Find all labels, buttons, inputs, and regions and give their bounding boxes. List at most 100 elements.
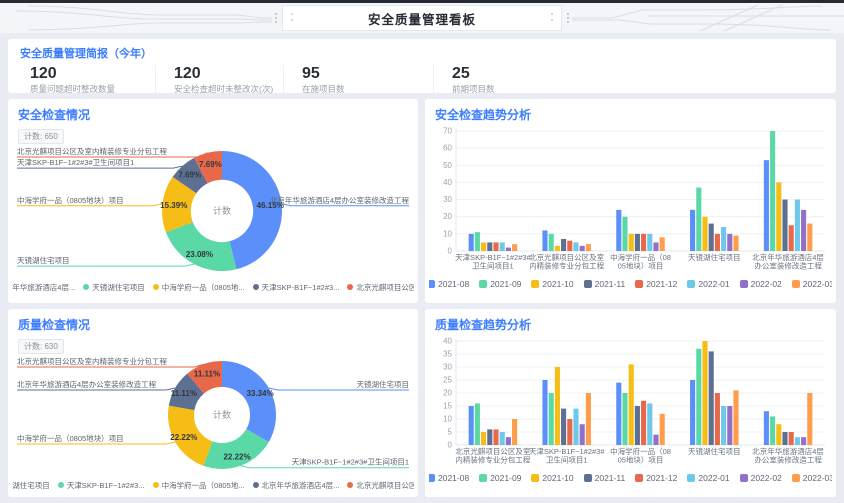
pie-callout-label: 北京光麒项目公区及室内精装修专业分包工程: [17, 146, 167, 156]
bar: [554, 245, 560, 251]
bar: [721, 227, 727, 251]
pie-slice[interactable]: [165, 222, 237, 271]
legend-item[interactable]: 2022-02: [739, 473, 782, 483]
legend-item[interactable]: 天镜湖住宅项目: [12, 480, 50, 491]
bar: [763, 160, 769, 251]
legend-item[interactable]: 2022-03: [791, 473, 832, 483]
panel-quality-inspection: 质量检查情况 计数: 630 33.34% 天镜湖住宅项目 22.22% 天津SKP-…: [8, 309, 418, 497]
pie-percent-label: 46.15%: [257, 201, 284, 210]
legend-label: 中海学府一品（0805地...: [161, 480, 245, 490]
legend-item[interactable]: 2022-01: [687, 473, 730, 483]
legend-item[interactable]: 天津SKP-B1F~1#2#3...: [57, 480, 145, 491]
bar: [542, 230, 548, 251]
bar: [788, 432, 794, 445]
legend-swatch: [57, 482, 64, 488]
legend-swatch: [791, 474, 800, 482]
legend-item[interactable]: 2022-01: [687, 279, 730, 289]
bar: [505, 437, 511, 445]
pie-callout-label: 天镜湖住宅项目: [357, 379, 410, 389]
pie-slice[interactable]: [168, 405, 213, 466]
legend-item[interactable]: 2022-02: [739, 279, 782, 289]
legend-item[interactable]: 2021-10: [531, 279, 574, 289]
legend-item[interactable]: 北京年华旅游酒店4层...: [12, 282, 75, 293]
pie-callout-label: 中海学府一品（0805地块）项目: [17, 195, 124, 205]
bar: [634, 233, 640, 251]
bar: [561, 239, 567, 251]
badge-row: 计数: 630: [18, 336, 418, 354]
quality-trend-svg: 0 5 10 15 20 25 30 35 40 北京光麒项目公区及室内精装修专业分包工程天津SK…: [443, 337, 825, 465]
legend-item[interactable]: 2021-10: [531, 473, 574, 483]
quality-trend-chart: 0 5 10 15 20 25 30 35 40 北京光麒项目公区及室内精装修专业分包工程 天津SK…: [429, 335, 831, 469]
legend-swatch: [687, 280, 696, 288]
legend-item[interactable]: 2021-08: [429, 279, 469, 289]
y-axis-tick: 35: [443, 350, 452, 359]
y-axis-tick: 25: [443, 376, 452, 385]
pie-percent-label: 11.11%: [171, 389, 197, 398]
legend-item[interactable]: 中海学府一品（0805地...: [152, 480, 245, 491]
pie-slice[interactable]: [168, 373, 204, 411]
panel-safety-inspection: 安全检查情况 计数: 650 46.15% 北京年华旅游酒店4层办公室装修改造工程…: [8, 99, 418, 303]
bar: [714, 233, 720, 251]
bar: [542, 380, 548, 445]
x-axis-category-label: 天津SKP-B1F~1#2#3#卫生间项目1: [529, 447, 605, 465]
title-box: 安全质量管理看板: [282, 5, 562, 31]
legend-label: 北京年华旅游酒店4层...: [261, 480, 340, 490]
pie-slice[interactable]: [162, 176, 197, 233]
pie-slice[interactable]: [194, 151, 222, 184]
legend-item[interactable]: 2021-12: [635, 279, 677, 289]
pie-slice[interactable]: [203, 429, 269, 469]
y-axis-tick: 50: [443, 161, 452, 170]
legend-label: 2021-10: [542, 473, 574, 483]
legend-label: 2022-03: [802, 279, 832, 289]
pie-callout-label: 北京年华旅游酒店4层办公室装修改造工程: [17, 379, 157, 389]
legend-item[interactable]: 2021-09: [479, 279, 521, 289]
pie-callout-line: [281, 203, 409, 207]
bar: [727, 233, 733, 251]
legend-item[interactable]: 天津SKP-B1F~1#2#3...: [252, 282, 339, 293]
legend-item[interactable]: 2021-11: [583, 473, 626, 483]
bar: [659, 237, 665, 251]
panel-safety-trend: 安全检查趋势分析 0 10 20 30 40 50 60 70 天津SKP-B1F~1#2#3#…: [425, 99, 836, 303]
panel-title: 质量检查趋势分析: [435, 318, 532, 332]
chart-legend: 2021-08 2021-09 2021-10 2021-11 2021-12 2022-…: [429, 277, 832, 291]
pie-slice[interactable]: [222, 361, 277, 443]
stat-value: 120: [174, 65, 201, 82]
bar: [561, 408, 567, 445]
legend-item[interactable]: 2022-03: [791, 279, 832, 289]
legend-item[interactable]: 北京年华旅游酒店4层...: [252, 480, 340, 491]
legend-item[interactable]: 2021-11: [583, 279, 625, 289]
pie-percent-label: 11.11%: [194, 370, 220, 379]
y-axis-tick: 10: [443, 229, 452, 238]
y-axis-tick: 40: [443, 337, 452, 346]
stat-active-projects: 95 在施项目数: [283, 65, 433, 95]
legend-label: 天镜湖住宅项目: [12, 480, 50, 490]
legend-item[interactable]: 天镜湖住宅项目: [83, 282, 145, 293]
legend-item[interactable]: 北京光麒项目公区及室...: [347, 282, 414, 293]
bar: [585, 393, 591, 445]
bar: [641, 233, 647, 251]
legend-swatch: [531, 280, 540, 288]
legend-swatch: [83, 284, 90, 290]
badge-row: 计数: 650: [18, 126, 418, 144]
legend-item[interactable]: 北京光麒项目公区及室...: [347, 480, 414, 491]
legend-item[interactable]: 中海学府一品（0805地...: [152, 282, 245, 293]
bar: [702, 216, 708, 251]
bar: [622, 393, 628, 445]
summary-stats: 120 质量问题超时整改数量 120 安全检查超时未整改次(次) 95 在施项目…: [20, 65, 824, 95]
pie-callout-label: 天津SKP-B1F~1#2#3#卫生间项目1: [292, 457, 409, 467]
legend-item[interactable]: 2021-09: [479, 473, 521, 483]
pie-slice[interactable]: [187, 361, 222, 394]
bar: [801, 209, 807, 251]
pie-percent-label: 33.34%: [247, 389, 274, 398]
pie-slice[interactable]: [222, 151, 282, 270]
legend-label: 2022-01: [698, 473, 730, 483]
x-axis-category-label: 天津SKP-B1F~1#2#3#卫生间项目1: [455, 253, 531, 271]
legend-label: 2022-01: [698, 279, 730, 289]
bar: [634, 406, 640, 445]
count-badge-label: 计数:: [24, 132, 43, 141]
legend-label: 2021-11: [594, 473, 626, 483]
legend-item[interactable]: 2021-12: [635, 473, 677, 483]
bar: [616, 382, 622, 445]
legend-item[interactable]: 2021-08: [429, 473, 469, 483]
pie-slice[interactable]: [172, 157, 208, 194]
